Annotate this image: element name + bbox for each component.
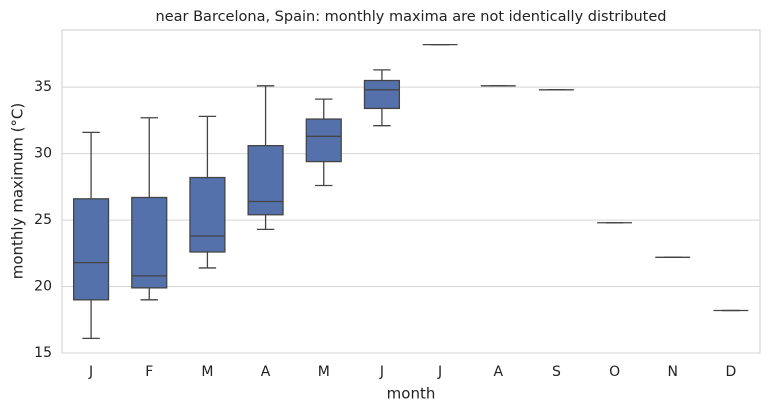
x-tick-label: M xyxy=(201,364,213,380)
y-tick-label: 15 xyxy=(34,345,52,361)
x-axis-label: month xyxy=(387,385,436,403)
x-tick-label: J xyxy=(379,364,384,380)
box xyxy=(189,176,226,253)
box xyxy=(305,118,342,163)
x-tick-label: O xyxy=(609,364,620,380)
x-tick-label: A xyxy=(493,364,503,380)
x-tick-label: M xyxy=(318,364,330,380)
plot-frame xyxy=(61,29,761,354)
x-tick-label: A xyxy=(261,364,271,380)
y-tick-label: 30 xyxy=(34,146,52,162)
x-tick-label: F xyxy=(145,364,153,380)
y-axis-label: monthly maximum (°C) xyxy=(9,103,27,280)
x-tick-label: D xyxy=(726,364,737,380)
y-tick-label: 20 xyxy=(34,279,52,295)
x-tick-label: J xyxy=(437,364,442,380)
chart-title: near Barcelona, Spain: monthly maxima ar… xyxy=(156,9,667,25)
box xyxy=(131,196,168,289)
y-tick-label: 35 xyxy=(34,79,52,95)
y-tick-label: 25 xyxy=(34,212,52,228)
box xyxy=(247,144,284,216)
box xyxy=(363,79,401,110)
box xyxy=(72,198,110,301)
x-tick-label: N xyxy=(668,364,678,380)
x-tick-label: J xyxy=(88,364,93,380)
x-tick-label: S xyxy=(552,364,561,380)
